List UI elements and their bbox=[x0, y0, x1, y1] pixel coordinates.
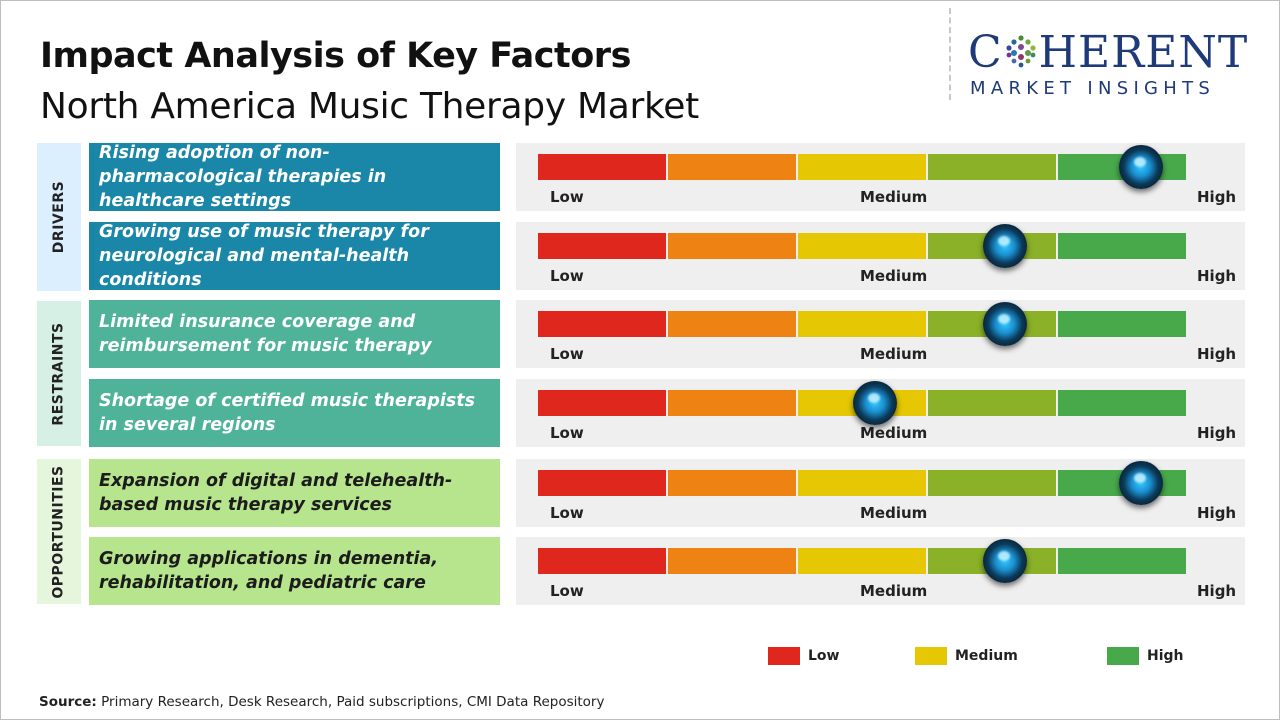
gauge-high-label: High bbox=[1197, 345, 1237, 363]
gauge-bar bbox=[538, 154, 1186, 180]
gauge-low-label: Low bbox=[550, 188, 584, 206]
gauge-marker-icon bbox=[852, 381, 897, 425]
gauge-segment bbox=[1058, 311, 1186, 337]
factor-box: Growing use of music therapy for neurolo… bbox=[89, 222, 500, 290]
gauge-segment bbox=[538, 548, 668, 574]
gauge-segment bbox=[798, 548, 928, 574]
gauge-segment bbox=[668, 470, 798, 496]
impact-gauge: Low Medium High bbox=[516, 537, 1245, 605]
gauge-segment bbox=[928, 470, 1058, 496]
category-label: DRIVERS bbox=[51, 180, 67, 254]
gauge-medium-label: Medium bbox=[860, 345, 928, 363]
gauge-medium-label: Medium bbox=[860, 267, 928, 285]
gauge-bar bbox=[538, 233, 1186, 259]
page-subtitle: North America Music Therapy Market bbox=[40, 86, 699, 127]
gauge-segment bbox=[538, 311, 668, 337]
logo-divider bbox=[949, 8, 951, 100]
gauge-segment bbox=[538, 390, 668, 416]
gauge-segment bbox=[928, 154, 1058, 180]
logo-dots-icon bbox=[1006, 35, 1036, 68]
category-label: RESTRAINTS bbox=[51, 321, 67, 426]
gauge-segment bbox=[798, 154, 928, 180]
gauge-segment bbox=[928, 390, 1058, 416]
factor-label: Rising adoption of non-pharmacological t… bbox=[99, 143, 387, 211]
gauge-segment bbox=[798, 233, 928, 259]
impact-gauge: Low Medium High bbox=[516, 222, 1245, 290]
legend-item-medium: Medium bbox=[915, 647, 1018, 665]
gauge-medium-label: Medium bbox=[860, 188, 928, 206]
gauge-segment bbox=[1058, 390, 1186, 416]
legend-item-low: Low bbox=[768, 647, 839, 665]
gauge-segment bbox=[668, 390, 798, 416]
gauge-low-label: Low bbox=[550, 424, 584, 442]
source-label: Source: bbox=[39, 694, 97, 710]
gauge-medium-label: Medium bbox=[860, 424, 928, 442]
gauge-segment bbox=[668, 233, 798, 259]
category-label: OPPORTUNITIES bbox=[51, 464, 68, 599]
factor-box: Growing applications in dementia, rehabi… bbox=[89, 537, 500, 605]
company-logo: C HERENT MARKET INSIGHTS bbox=[968, 30, 1268, 100]
legend-swatch bbox=[915, 647, 947, 665]
gauge-medium-label: Medium bbox=[860, 582, 928, 600]
gauge-marker-icon bbox=[1118, 145, 1163, 189]
source-text: Primary Research, Desk Research, Paid su… bbox=[101, 694, 605, 710]
gauge-low-label: Low bbox=[550, 345, 584, 363]
gauge-low-label: Low bbox=[550, 504, 584, 522]
gauge-medium-label: Medium bbox=[860, 504, 928, 522]
gauge-segment bbox=[538, 154, 668, 180]
category-drivers: DRIVERS bbox=[37, 143, 81, 291]
category-opportunities: OPPORTUNITIES bbox=[37, 459, 81, 604]
gauge-bar bbox=[538, 470, 1186, 496]
gauge-segment bbox=[1058, 548, 1186, 574]
logo-letters-rest: HERENT bbox=[1038, 27, 1249, 78]
gauge-segment bbox=[668, 311, 798, 337]
logo-letter-c: C bbox=[968, 27, 1003, 78]
gauge-bar bbox=[538, 311, 1186, 337]
gauge-marker-icon bbox=[982, 539, 1027, 583]
gauge-segment bbox=[798, 470, 928, 496]
gauge-marker-icon bbox=[982, 302, 1027, 346]
gauge-bar bbox=[538, 548, 1186, 574]
factor-label: Shortage of certified music therapists i… bbox=[99, 391, 476, 435]
legend-item-high: High bbox=[1107, 647, 1184, 665]
gauge-high-label: High bbox=[1197, 424, 1237, 442]
factor-label: Growing applications in dementia, rehabi… bbox=[99, 549, 438, 593]
impact-gauge: Low Medium High bbox=[516, 459, 1245, 527]
legend-label: High bbox=[1147, 648, 1184, 664]
factor-box: Shortage of certified music therapists i… bbox=[89, 379, 500, 447]
logo-tagline: MARKET INSIGHTS bbox=[970, 78, 1216, 99]
gauge-segment bbox=[538, 233, 668, 259]
legend-label: Medium bbox=[955, 648, 1018, 664]
gauge-low-label: Low bbox=[550, 582, 584, 600]
gauge-marker-icon bbox=[982, 224, 1027, 268]
factor-box: Expansion of digital and telehealth-base… bbox=[89, 459, 500, 527]
factor-box: Rising adoption of non-pharmacological t… bbox=[89, 143, 500, 211]
factor-label: Limited insurance coverage and reimburse… bbox=[99, 312, 432, 356]
logo-wordmark: C HERENT bbox=[968, 30, 1248, 76]
gauge-low-label: Low bbox=[550, 267, 584, 285]
legend-swatch bbox=[768, 647, 800, 665]
legend-label: Low bbox=[808, 648, 840, 664]
factor-box: Limited insurance coverage and reimburse… bbox=[89, 300, 500, 368]
gauge-segment bbox=[668, 548, 798, 574]
impact-gauge: Low Medium High bbox=[516, 300, 1245, 368]
legend-swatch bbox=[1107, 647, 1139, 665]
category-restraints: RESTRAINTS bbox=[37, 301, 81, 446]
gauge-segment bbox=[798, 311, 928, 337]
gauge-marker-icon bbox=[1118, 461, 1163, 505]
gauge-high-label: High bbox=[1197, 267, 1237, 285]
impact-gauge: Low Medium High bbox=[516, 143, 1245, 211]
factor-label: Growing use of music therapy for neurolo… bbox=[99, 222, 429, 290]
impact-gauge: Low Medium High bbox=[516, 379, 1245, 447]
gauge-segment bbox=[1058, 233, 1186, 259]
page-title: Impact Analysis of Key Factors bbox=[40, 36, 631, 76]
gauge-high-label: High bbox=[1197, 582, 1237, 600]
gauge-high-label: High bbox=[1197, 188, 1237, 206]
gauge-high-label: High bbox=[1197, 504, 1237, 522]
gauge-segment bbox=[668, 154, 798, 180]
gauge-segment bbox=[538, 470, 668, 496]
factor-label: Expansion of digital and telehealth-base… bbox=[99, 471, 453, 515]
source-note: Source: Primary Research, Desk Research,… bbox=[39, 694, 604, 710]
